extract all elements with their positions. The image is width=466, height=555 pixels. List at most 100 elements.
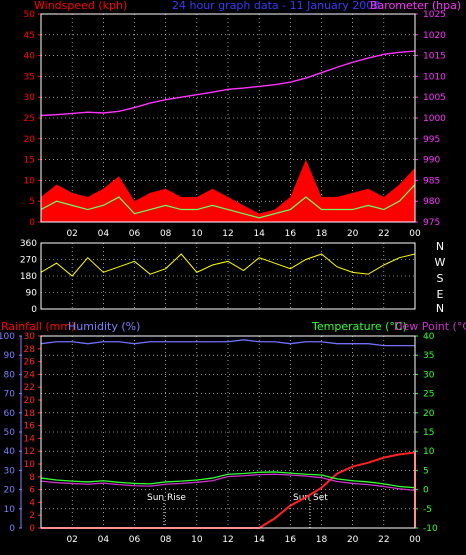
rainfall-tick-label: 0 bbox=[29, 524, 35, 534]
barometer-tick-label: 995 bbox=[423, 135, 440, 145]
bottom-time-tick-label: 20 bbox=[347, 535, 359, 545]
barometer-tick-label: 975 bbox=[423, 218, 440, 228]
windspeed-tick-label: 45 bbox=[24, 31, 35, 41]
rainfall-tick-label: 24 bbox=[24, 370, 36, 380]
barometer-tick-label: 990 bbox=[423, 156, 440, 166]
graph-date-title: 24 hour graph data - 11 January 2008 bbox=[172, 0, 380, 12]
compass-label-n: N bbox=[436, 302, 444, 315]
dewpoint-title: Dew Point (°C) bbox=[394, 320, 466, 333]
windspeed-axis: 0 5 10 15 20 25 30 35 40 45 50 bbox=[24, 10, 41, 228]
humidity-tick-label: 50 bbox=[4, 428, 16, 438]
temperature-tick-label: -10 bbox=[423, 524, 438, 534]
top-time-tick-label: 14 bbox=[253, 229, 265, 239]
bottom-time-axis: 02 04 06 08 10 12 14 16 18 20 22 00 bbox=[66, 535, 421, 545]
barometer-tick-label: 1005 bbox=[423, 93, 446, 103]
top-time-tick-label: 06 bbox=[129, 229, 141, 239]
direction-grid bbox=[41, 242, 416, 310]
windspeed-tick-label: 25 bbox=[24, 114, 35, 124]
windspeed-tick-label: 10 bbox=[24, 176, 36, 186]
rainfall-tick-label: 8 bbox=[29, 473, 35, 483]
barometer-line bbox=[40, 50, 416, 117]
humidity-axis: 0 10 20 30 40 50 60 70 80 90 100 bbox=[0, 332, 22, 534]
humidity-title: Humidity (%) bbox=[68, 320, 140, 333]
barometer-tick-label: 1025 bbox=[423, 10, 446, 20]
top-time-tick-label: 16 bbox=[285, 229, 297, 239]
windspeed-tick-label: 35 bbox=[24, 72, 35, 82]
rainfall-tick-label: 30 bbox=[24, 332, 36, 342]
top-series bbox=[40, 50, 416, 222]
temperature-tick-label: 0 bbox=[423, 486, 429, 496]
compass-label-e: E bbox=[437, 288, 444, 301]
temperature-tick-label: 35 bbox=[423, 351, 434, 361]
humidity-tick-label: 10 bbox=[4, 505, 16, 515]
humidity-line bbox=[40, 339, 415, 347]
rainfall-tick-label: 14 bbox=[24, 434, 36, 444]
direction-tick-label: 180 bbox=[20, 272, 37, 282]
bottom-time-tick-label: 12 bbox=[222, 535, 233, 545]
temperature-tick-label: 40 bbox=[423, 332, 435, 342]
rainfall-tick-label: 10 bbox=[24, 460, 36, 470]
humidity-tick-label: 30 bbox=[4, 466, 16, 476]
bottom-time-tick-label: 16 bbox=[285, 535, 297, 545]
top-time-tick-label: 08 bbox=[160, 229, 172, 239]
humidity-tick-label: 20 bbox=[4, 486, 16, 496]
direction-tick-label: 0 bbox=[31, 305, 37, 315]
top-time-tick-label: 02 bbox=[66, 229, 77, 239]
barometer-tick-label: 1015 bbox=[423, 52, 446, 62]
windspeed-tick-label: 30 bbox=[24, 93, 36, 103]
bottom-time-tick-label: 14 bbox=[253, 535, 265, 545]
temperature-tick-label: 20 bbox=[423, 409, 435, 419]
top-time-tick-label: 10 bbox=[191, 229, 203, 239]
top-time-tick-label: 22 bbox=[378, 229, 389, 239]
temperature-tick-label: 30 bbox=[423, 370, 435, 380]
rainfall-tick-label: 16 bbox=[24, 422, 36, 432]
bottom-time-tick-label: 00 bbox=[409, 535, 421, 545]
rainfall-tick-label: 26 bbox=[24, 358, 36, 368]
barometer-tick-label: 1000 bbox=[423, 114, 446, 124]
temperature-line bbox=[40, 471, 416, 489]
sunset-label: Sun Set bbox=[293, 493, 328, 503]
humidity-tick-label: 70 bbox=[4, 390, 16, 400]
direction-tick-label: 90 bbox=[26, 289, 38, 299]
barometer-tick-label: 1020 bbox=[423, 31, 446, 41]
windspeed-tick-label: 5 bbox=[29, 197, 35, 207]
rainfall-tick-label: 18 bbox=[24, 409, 36, 419]
top-time-tick-label: 12 bbox=[222, 229, 233, 239]
windspeed-tick-label: 50 bbox=[24, 10, 36, 20]
barometer-axis: 975 980 985 990 995 1000 1005 1010 1015 1020 1025 bbox=[415, 10, 446, 228]
windspeed-tick-label: 0 bbox=[29, 218, 35, 228]
bottom-time-tick-label: 04 bbox=[98, 535, 110, 545]
rainfall-tick-label: 28 bbox=[24, 345, 36, 355]
windspeed-title: Windspeed (kph) bbox=[34, 0, 127, 12]
bottom-time-tick-label: 02 bbox=[66, 535, 77, 545]
rainfall-tick-label: 2 bbox=[29, 511, 35, 521]
temperature-axis: -10 -5 0 5 10 15 20 25 30 35 40 bbox=[415, 332, 438, 534]
bottom-time-tick-label: 22 bbox=[378, 535, 389, 545]
humidity-tick-label: 40 bbox=[4, 447, 16, 457]
top-grid bbox=[41, 13, 416, 223]
temperature-tick-label: 25 bbox=[423, 390, 434, 400]
humidity-tick-label: 60 bbox=[4, 409, 16, 419]
humidity-tick-label: 0 bbox=[9, 524, 15, 534]
rainfall-tick-label: 20 bbox=[24, 396, 36, 406]
temperature-tick-label: 10 bbox=[423, 447, 435, 457]
windspeed-tick-label: 20 bbox=[24, 135, 36, 145]
humidity-tick-label: 90 bbox=[4, 351, 16, 361]
temperature-tick-label: -5 bbox=[423, 505, 432, 515]
windspeed-gust-area bbox=[41, 159, 415, 222]
humidity-tick-label: 100 bbox=[0, 332, 15, 342]
top-time-tick-label: 20 bbox=[347, 229, 359, 239]
rainfall-title: Rainfall (mm) bbox=[1, 320, 75, 333]
direction-plot-border bbox=[40, 242, 416, 310]
humidity-tick-label: 80 bbox=[4, 370, 16, 380]
bottom-time-tick-label: 18 bbox=[316, 535, 328, 545]
direction-axis: 0 90 180 270 360 bbox=[20, 239, 37, 315]
bottom-time-tick-label: 06 bbox=[129, 535, 141, 545]
top-time-axis: 02 04 06 08 10 12 14 16 18 20 22 00 bbox=[66, 229, 421, 239]
windspeed-tick-label: 40 bbox=[24, 52, 36, 62]
temperature-title: Temperature (°C) bbox=[311, 320, 407, 333]
barometer-tick-label: 985 bbox=[423, 176, 440, 186]
